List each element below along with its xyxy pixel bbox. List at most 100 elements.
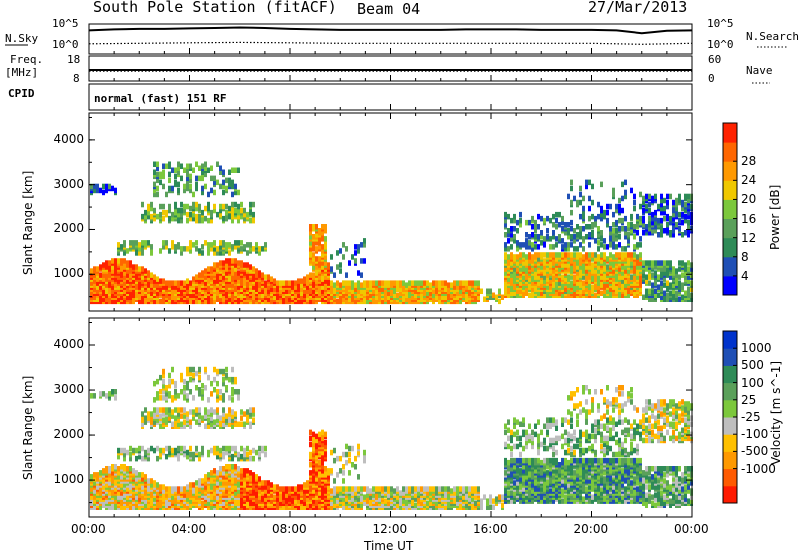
power-cell [198, 213, 201, 220]
velocity-cell [192, 395, 195, 401]
power-cell [210, 217, 213, 224]
power-cell [129, 240, 132, 246]
power-cell [444, 294, 447, 300]
power-cell [192, 167, 195, 173]
power-cell [330, 254, 333, 260]
power-cell [186, 185, 189, 192]
power-cell [393, 288, 396, 294]
power-cell [96, 266, 99, 272]
power-cell [207, 296, 210, 302]
power-cell [519, 252, 522, 258]
power-cell [225, 203, 228, 210]
velocity-cell [159, 500, 162, 506]
power-cell [501, 294, 504, 300]
velocity-cell [198, 387, 201, 393]
power-cell [459, 280, 462, 286]
power-cell [144, 209, 147, 216]
power-cell [633, 234, 636, 240]
velocity-cell [159, 484, 162, 490]
velocity-cell [210, 421, 213, 427]
velocity-cell [237, 451, 240, 458]
power-cell [495, 294, 498, 300]
power-cell [279, 280, 282, 286]
velocity-cell [213, 419, 216, 425]
velocity-cell [183, 395, 186, 401]
power-cell [510, 260, 513, 266]
power-cell [231, 213, 234, 220]
velocity-cell [186, 385, 189, 391]
power-cell [546, 252, 549, 258]
power-cell [627, 232, 630, 238]
velocity-cell [141, 411, 144, 417]
power-cell [666, 260, 669, 266]
power-cell [615, 244, 618, 250]
power-cell [642, 272, 645, 278]
velocity-cell [99, 504, 102, 510]
power-cell [180, 211, 183, 218]
power-cell [183, 280, 186, 286]
velocity-cell [93, 393, 96, 399]
power-cell [537, 234, 540, 240]
power-cell [519, 217, 522, 224]
velocity-cell [222, 451, 225, 458]
power-cell [672, 226, 675, 232]
power-cell [201, 250, 204, 256]
power-cell [408, 290, 411, 296]
power-cell [270, 282, 273, 288]
power-cell [651, 288, 654, 294]
power-cell [294, 280, 297, 286]
power-cell [621, 181, 624, 188]
power-cell [645, 260, 648, 266]
power-cell [687, 224, 690, 230]
velocity-cell [225, 488, 228, 494]
velocity-cell [147, 415, 150, 421]
power-cell [363, 290, 366, 296]
power-cell [489, 288, 492, 294]
power-cell [573, 228, 576, 234]
power-cell [627, 252, 630, 258]
power-cell [684, 207, 687, 214]
velocity-cell [171, 447, 174, 454]
velocity-cell [174, 415, 177, 421]
velocity-cell [147, 478, 150, 484]
power-cell [360, 258, 363, 264]
power-cell [276, 280, 279, 286]
velocity-cell [246, 445, 249, 452]
velocity-cell [270, 492, 273, 498]
power-cell [396, 280, 399, 286]
velocity-cell [162, 484, 165, 490]
power-cell [153, 207, 156, 214]
power-cell [354, 258, 357, 264]
power-cell [579, 191, 582, 198]
power-cell [657, 232, 660, 238]
power-cell [522, 242, 525, 248]
power-cell [537, 213, 540, 220]
power-cell [330, 266, 333, 272]
velocity-cell [153, 480, 156, 486]
velocity-cell [243, 447, 246, 454]
power-cell [570, 280, 573, 286]
power-cell [168, 185, 171, 192]
power-cell [132, 244, 135, 250]
velocity-cell [228, 464, 231, 470]
power-cell [666, 222, 669, 228]
power-cell [630, 274, 633, 280]
power-cell [156, 185, 159, 192]
power-cell [504, 242, 507, 248]
power-cell [585, 276, 588, 282]
power-cell [126, 268, 129, 274]
velocity-cell [228, 407, 231, 413]
power-cell [228, 288, 231, 294]
power-cell [579, 213, 582, 220]
velocity-cell [249, 488, 252, 494]
power-cell [534, 219, 537, 226]
power-cell [510, 236, 513, 242]
power-cell [582, 236, 585, 242]
power-cell [456, 290, 459, 296]
power-cell [687, 203, 690, 210]
power-cell [135, 290, 138, 296]
velocity-cell [123, 455, 126, 462]
power-cell [600, 211, 603, 218]
power-cell [150, 250, 153, 256]
power-cell [321, 252, 324, 258]
